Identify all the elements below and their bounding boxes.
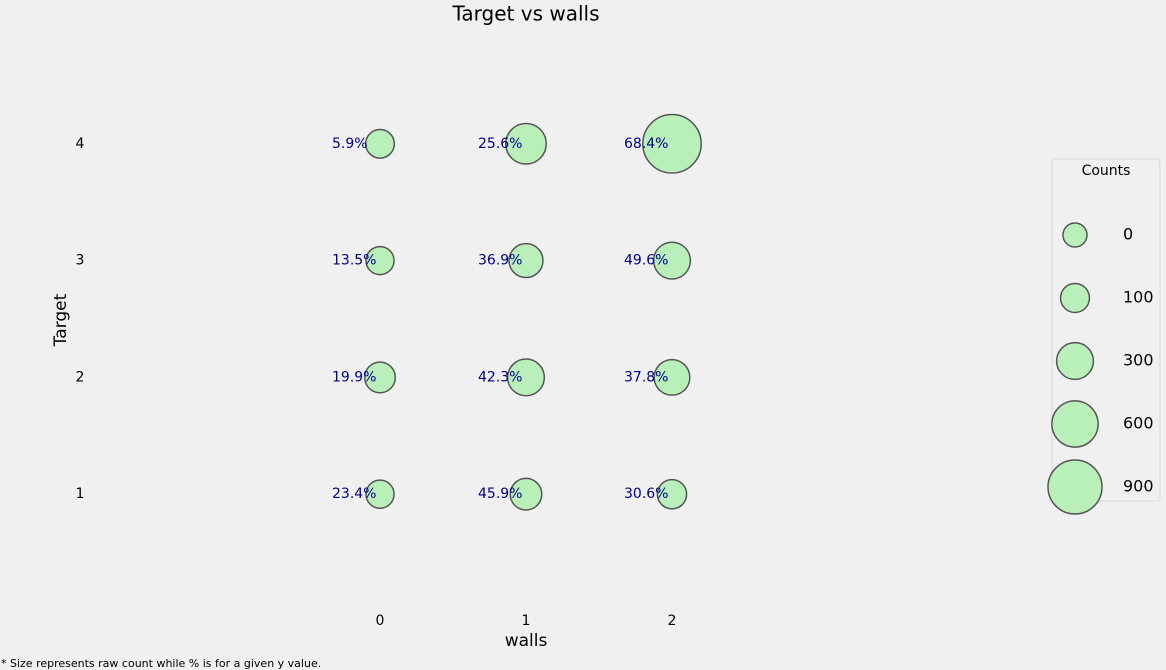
- legend-bubble: [1062, 222, 1088, 248]
- legend-box: [1051, 158, 1161, 502]
- legend-bubble: [1059, 282, 1091, 314]
- y-tick-label: 3: [76, 253, 85, 269]
- legend-label: 900: [1123, 477, 1154, 496]
- percent-label: 68.4%: [624, 136, 668, 152]
- x-axis-label: walls: [505, 631, 548, 651]
- x-tick-label: 0: [376, 613, 385, 629]
- bubble: [652, 241, 692, 280]
- y-tick-label: 2: [76, 369, 85, 385]
- percent-label: 30.6%: [624, 486, 668, 502]
- bubble: [508, 242, 544, 279]
- footnote: * Size represents raw count while % is f…: [1, 657, 321, 670]
- percent-label: 19.9%: [332, 369, 376, 385]
- legend-title: Counts: [1082, 163, 1131, 179]
- percent-label: 25.6%: [478, 136, 522, 152]
- percent-label: 49.6%: [624, 253, 668, 269]
- percent-label: 5.9%: [332, 136, 368, 152]
- y-tick-label: 1: [76, 486, 85, 502]
- legend-bubble: [1051, 400, 1099, 448]
- percent-label: 45.9%: [478, 486, 522, 502]
- legend-bubble: [1055, 341, 1095, 381]
- legend-bubble: [1047, 459, 1103, 515]
- x-tick-label: 1: [522, 613, 531, 629]
- y-tick-label: 4: [76, 136, 85, 152]
- bubble: [506, 358, 546, 397]
- percent-label: 42.3%: [478, 369, 522, 385]
- legend-label: 600: [1123, 414, 1154, 433]
- legend-label: 300: [1123, 351, 1154, 370]
- x-tick-label: 2: [668, 613, 677, 629]
- bubble: [365, 245, 395, 276]
- percent-label: 36.9%: [478, 253, 522, 269]
- legend-label: 0: [1123, 225, 1133, 244]
- bubble: [504, 122, 548, 165]
- percent-label: 37.8%: [624, 369, 668, 385]
- bubble: [642, 113, 702, 174]
- legend-label: 100: [1123, 288, 1154, 307]
- percent-label: 13.5%: [332, 253, 376, 269]
- bubble: [363, 361, 397, 394]
- bubble: [509, 477, 543, 511]
- bubble: [365, 479, 395, 509]
- bubble: [364, 128, 396, 159]
- percent-label: 23.4%: [332, 486, 376, 502]
- bubble: [653, 358, 691, 396]
- bubble: [656, 478, 688, 510]
- y-axis-label: Target: [51, 293, 71, 347]
- chart-title: Target vs walls: [452, 2, 600, 26]
